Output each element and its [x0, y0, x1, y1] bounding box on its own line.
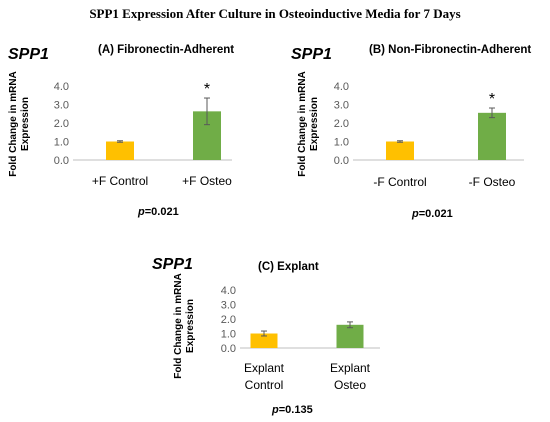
- category-label-c-0-1: Control: [245, 378, 284, 392]
- gene-label-a: SPP1: [8, 46, 49, 63]
- p-symbol-c: p: [272, 404, 279, 416]
- category-label-b-0: -F Control: [373, 175, 426, 189]
- y-tick-label-b-2: 2.0: [334, 118, 349, 130]
- bar-c-0: [250, 333, 278, 348]
- p-value-text-a: =0.021: [144, 206, 179, 218]
- category-label-a-0: +F Control: [92, 174, 148, 188]
- p-symbol-a: p: [138, 206, 145, 218]
- y-tick-label-a-3: 3.0: [54, 100, 69, 112]
- y-tick-label-a-4: 4.0: [54, 81, 69, 93]
- panel-title-c: (C) Explant: [258, 261, 319, 273]
- bar-a-0: [106, 141, 134, 160]
- figure-title: SPP1 Expression After Culture in Osteoin…: [89, 6, 461, 21]
- p-value-b: p=0.021: [412, 208, 453, 220]
- y-tick-label-b-0: 0.0: [334, 155, 349, 167]
- y-tick-label-b-3: 3.0: [334, 100, 349, 112]
- y-tick-label-c-3: 3.0: [221, 300, 236, 312]
- bar-b-1: [478, 112, 506, 160]
- category-label-a-1: +F Osteo: [182, 174, 232, 188]
- p-value-text-b: =0.021: [418, 208, 453, 220]
- p-value-text-c: =0.135: [278, 404, 313, 416]
- category-label-b-1: -F Osteo: [469, 175, 516, 189]
- y-tick-label-a-2: 2.0: [54, 118, 69, 130]
- y-tick-label-b-1: 1.0: [334, 137, 349, 149]
- y-tick-label-c-2: 2.0: [221, 314, 236, 326]
- p-symbol-b: p: [412, 208, 419, 220]
- significance-star-a-1: *: [204, 81, 210, 98]
- category-label-c-0-0: Explant: [244, 361, 285, 375]
- y-tick-label-c-1: 1.0: [221, 329, 236, 341]
- y-tick-label-c-4: 4.0: [221, 285, 236, 297]
- y-tick-label-a-0: 0.0: [54, 155, 69, 167]
- gene-label-b: SPP1: [291, 46, 332, 63]
- significance-star-b-1: *: [489, 91, 495, 108]
- bar-c-1: [336, 324, 364, 348]
- gene-label-c: SPP1: [152, 256, 193, 273]
- category-label-c-1-0: Explant: [330, 361, 371, 375]
- p-value-a: p=0.021: [138, 206, 179, 218]
- panel-title-b: (B) Non-Fibronectin-Adherent: [369, 44, 532, 56]
- panel-title-a: (A) Fibronectin-Adherent: [98, 44, 235, 56]
- y-tick-label-a-1: 1.0: [54, 137, 69, 149]
- y-tick-label-c-0: 0.0: [221, 343, 236, 355]
- y-tick-label-b-4: 4.0: [334, 81, 349, 93]
- p-value-c: p=0.135: [272, 404, 313, 416]
- bar-b-0: [386, 141, 414, 160]
- category-label-c-1-1: Osteo: [334, 378, 366, 392]
